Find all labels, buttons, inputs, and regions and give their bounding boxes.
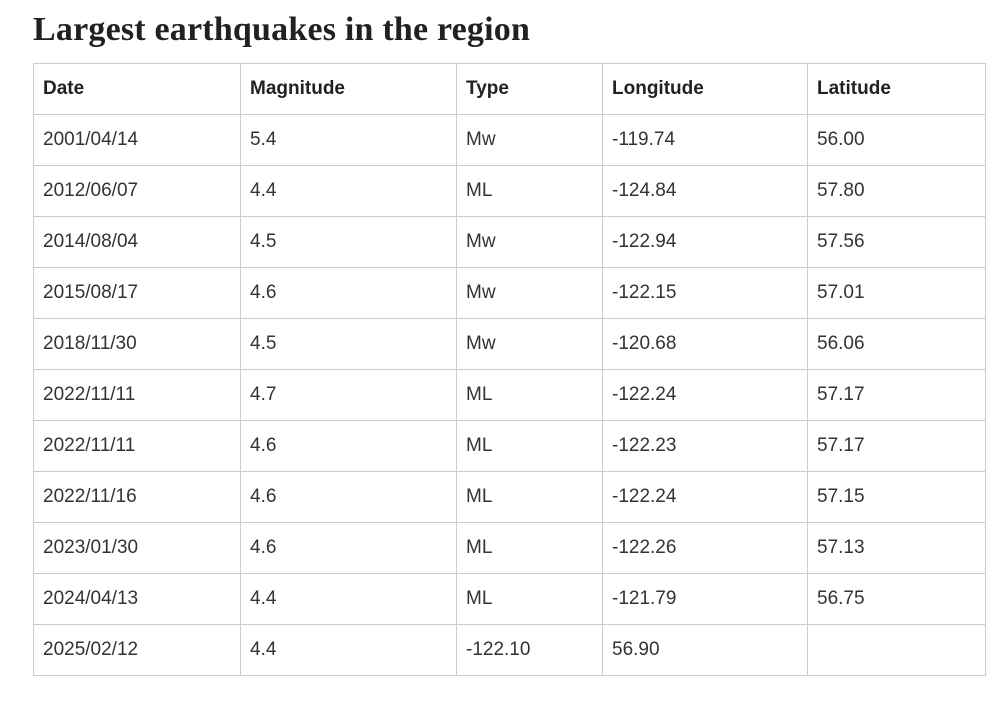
table-cell: 4.6 <box>240 471 457 524</box>
table-cell: 2015/08/17 <box>33 267 241 320</box>
table-cell: ML <box>456 471 603 524</box>
table-cell: ML <box>456 573 603 626</box>
table-cell: ML <box>456 420 603 473</box>
table-cell: 2023/01/30 <box>33 522 241 575</box>
table-header: Date Magnitude Type Longitude Latitude <box>33 63 986 116</box>
table-row: 2023/01/30 4.6 ML -122.26 57.13 <box>33 522 986 575</box>
table-cell: 4.5 <box>240 318 457 371</box>
table-cell: -121.79 <box>602 573 808 626</box>
table-cell: -122.24 <box>602 369 808 422</box>
table-cell: ML <box>456 369 603 422</box>
table-row: 2012/06/07 4.4 ML -124.84 57.80 <box>33 165 986 218</box>
earthquakes-table: Date Magnitude Type Longitude Latitude 2001/… <box>33 63 986 677</box>
column-header: Magnitude <box>240 63 457 116</box>
table-cell: Mw <box>456 318 603 371</box>
table-cell: 2022/11/11 <box>33 369 241 422</box>
table-header-row: Date Magnitude Type Longitude Latitude <box>33 63 986 116</box>
table-cell: 57.56 <box>807 216 986 269</box>
table-cell: -120.68 <box>602 318 808 371</box>
table-cell: -122.10 <box>456 624 603 677</box>
table-row: 2022/11/11 4.7 ML -122.24 57.17 <box>33 369 986 422</box>
table-cell: 57.15 <box>807 471 986 524</box>
table-row: 2025/02/12 4.4 -122.10 56.90 <box>33 624 986 677</box>
table-cell: 4.4 <box>240 165 457 218</box>
table-cell: 2014/08/04 <box>33 216 241 269</box>
table-row: 2015/08/17 4.6 Mw -122.15 57.01 <box>33 267 986 320</box>
table-cell: ML <box>456 165 603 218</box>
table-cell: 56.75 <box>807 573 986 626</box>
table-cell: 4.6 <box>240 522 457 575</box>
table-row: 2022/11/11 4.6 ML -122.23 57.17 <box>33 420 986 473</box>
table-cell: -122.23 <box>602 420 808 473</box>
table-row: 2001/04/14 5.4 Mw -119.74 56.00 <box>33 114 986 167</box>
table-cell: 57.01 <box>807 267 986 320</box>
table-cell: 57.17 <box>807 420 986 473</box>
table-cell: Mw <box>456 114 603 167</box>
table-cell: 5.4 <box>240 114 457 167</box>
page-title: Largest earthquakes in the region <box>33 11 531 48</box>
table-cell: ML <box>456 522 603 575</box>
column-header: Date <box>33 63 241 116</box>
table-row: 2014/08/04 4.5 Mw -122.94 57.56 <box>33 216 986 269</box>
table-cell: 57.17 <box>807 369 986 422</box>
table-cell: 4.6 <box>240 420 457 473</box>
table-cell: 4.4 <box>240 624 457 677</box>
table-cell: 4.5 <box>240 216 457 269</box>
table-cell: 4.6 <box>240 267 457 320</box>
table-cell: 2018/11/30 <box>33 318 241 371</box>
table-body: 2001/04/14 5.4 Mw -119.74 56.00 2012/06/07 4.4… <box>33 114 986 677</box>
table-cell: -122.15 <box>602 267 808 320</box>
table-cell: Mw <box>456 267 603 320</box>
column-header: Longitude <box>602 63 808 116</box>
table-row: 2022/11/16 4.6 ML -122.24 57.15 <box>33 471 986 524</box>
table-cell: 56.00 <box>807 114 986 167</box>
table-cell: 2025/02/12 <box>33 624 241 677</box>
table-cell: -124.84 <box>602 165 808 218</box>
table-cell: 56.90 <box>602 624 808 677</box>
table-cell: -119.74 <box>602 114 808 167</box>
table-cell: 2012/06/07 <box>33 165 241 218</box>
table-cell: 2024/04/13 <box>33 573 241 626</box>
table-cell: 2022/11/11 <box>33 420 241 473</box>
table-cell: 57.80 <box>807 165 986 218</box>
table-cell: 4.7 <box>240 369 457 422</box>
table-cell: -122.94 <box>602 216 808 269</box>
column-header: Latitude <box>807 63 986 116</box>
table-cell: 2022/11/16 <box>33 471 241 524</box>
table-cell: 56.06 <box>807 318 986 371</box>
column-header: Type <box>456 63 603 116</box>
table-cell: -122.26 <box>602 522 808 575</box>
table-cell: 2001/04/14 <box>33 114 241 167</box>
table-row: 2024/04/13 4.4 ML -121.79 56.75 <box>33 573 986 626</box>
table-cell: 57.13 <box>807 522 986 575</box>
table-cell: 4.4 <box>240 573 457 626</box>
table-cell: -122.24 <box>602 471 808 524</box>
table-cell <box>807 624 986 677</box>
table-cell: Mw <box>456 216 603 269</box>
table-row: 2018/11/30 4.5 Mw -120.68 56.06 <box>33 318 986 371</box>
